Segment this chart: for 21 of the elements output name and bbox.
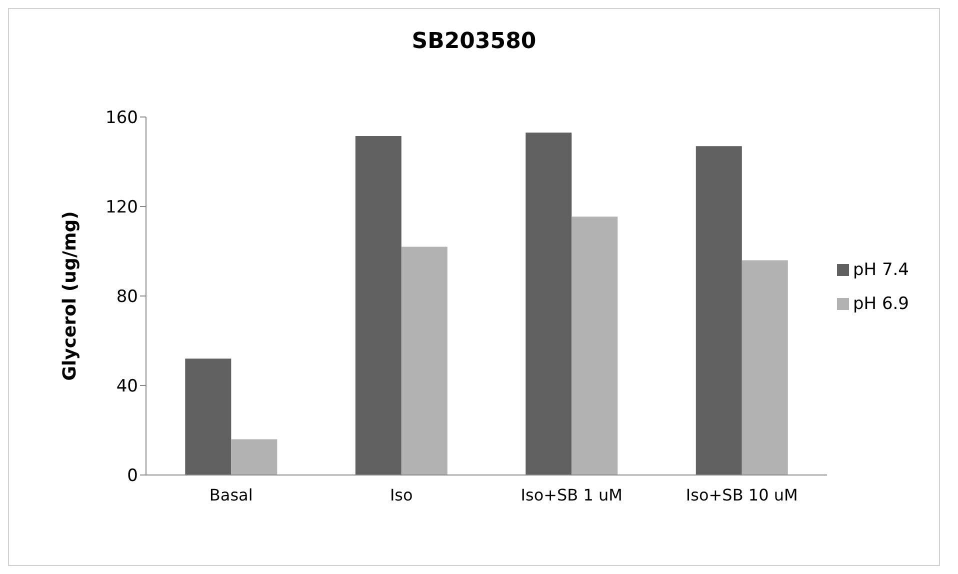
bar <box>185 358 232 475</box>
x-tick-label: Iso+SB 10 uM <box>686 485 798 504</box>
bar <box>526 132 572 475</box>
chart-title: SB203580 <box>410 29 538 54</box>
y-tick-label: 0 <box>127 466 138 486</box>
legend-label: pH 6.9 <box>852 294 909 314</box>
bar <box>355 136 402 475</box>
y-tick-label: 120 <box>106 198 138 218</box>
x-tick-label: Iso+SB 1 uM <box>520 485 622 504</box>
y-tick-label: 80 <box>116 287 138 308</box>
bar <box>572 216 618 475</box>
legend-label: pH 7.4 <box>852 260 909 280</box>
y-tick-label: 160 <box>106 108 138 128</box>
bar <box>696 146 742 475</box>
x-tick-label: Iso <box>390 485 413 504</box>
y-tick-label: 40 <box>116 376 138 397</box>
bar <box>742 260 788 475</box>
y-axis-title: Glycerol (ug/mg) <box>59 211 80 381</box>
bar <box>401 246 448 475</box>
x-tick-label: Basal <box>209 485 253 504</box>
bar <box>231 439 278 475</box>
